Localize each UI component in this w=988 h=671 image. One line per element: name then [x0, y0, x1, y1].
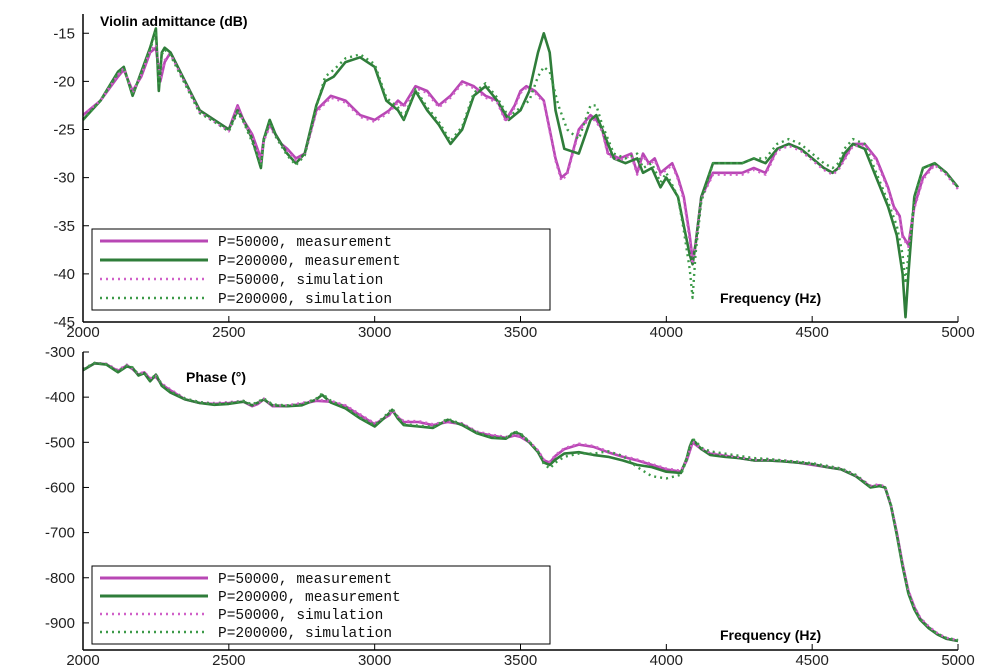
- admittance-ytick-label: -45: [53, 314, 75, 331]
- phase-xlabel: Frequency (Hz): [720, 627, 821, 643]
- admittance-xtick-label: 3000: [358, 324, 391, 341]
- phase-series-4: [82, 361, 959, 642]
- phase-ytick-label: -800: [45, 570, 75, 587]
- admittance-ytick-label: -30: [53, 170, 75, 187]
- admittance-y-ticks: -15 -20 -25 -30 -35 -40 -45: [53, 25, 89, 331]
- legend-label-s50000: P=50000, simulation: [218, 608, 383, 624]
- admittance-xtick-label: 2000: [66, 324, 99, 341]
- phase-series-layer: [82, 361, 959, 643]
- phase-legend: P=50000, measurement P=200000, measureme…: [91, 565, 551, 645]
- phase-ytick-label: -400: [45, 389, 75, 406]
- phase-y-ticks: -300 -400 -500 -600 -700 -800 -900: [45, 344, 89, 632]
- legend-label-m50000: P=50000, measurement: [218, 235, 392, 251]
- phase-panel: -300 -400 -500 -600 -700 -800 -900 2000 2500 300…: [45, 344, 975, 669]
- admittance-xlabel: Frequency (Hz): [720, 290, 821, 306]
- admittance-ytick-label: -20: [53, 73, 75, 90]
- admittance-xtick-label: 3500: [504, 324, 537, 341]
- legend-label-s200000: P=200000, simulation: [218, 292, 392, 308]
- phase-xtick-label: 3500: [504, 652, 537, 669]
- phase-x-ticks: 2000 2500 3000 3500 4000 4500 5000: [66, 644, 975, 669]
- legend-label-s50000: P=50000, simulation: [218, 273, 383, 289]
- phase-title: Phase (°): [186, 369, 246, 385]
- admittance-xtick-label: 4000: [650, 324, 683, 341]
- phase-xtick-label: 4500: [795, 652, 828, 669]
- phase-ytick-label: -700: [45, 525, 75, 542]
- admittance-xtick-label: 4500: [795, 324, 828, 341]
- admittance-series-layer: [82, 27, 960, 319]
- admittance-legend: P=50000, measurement P=200000, measureme…: [91, 228, 551, 311]
- admittance-series-1: [82, 46, 960, 261]
- admittance-x-ticks: 2000 2500 3000 3500 4000 4500 5000: [66, 316, 975, 341]
- phase-xtick-label: 5000: [941, 652, 974, 669]
- phase-xtick-label: 2000: [66, 652, 99, 669]
- admittance-ytick-label: -15: [53, 25, 75, 42]
- phase-xtick-label: 4000: [650, 652, 683, 669]
- admittance-panel: -15 -20 -25 -30 -35 -40 -45 2000 2500 3000 3500 40…: [53, 13, 974, 341]
- admittance-title: Violin admittance (dB): [100, 13, 248, 29]
- legend-label-m200000: P=200000, measurement: [218, 590, 401, 606]
- phase-ytick-label: -900: [45, 615, 75, 632]
- admittance-xtick-label: 5000: [941, 324, 974, 341]
- admittance-ytick-label: -40: [53, 266, 75, 283]
- phase-xtick-label: 3000: [358, 652, 391, 669]
- legend-label-s200000: P=200000, simulation: [218, 626, 392, 642]
- admittance-series-3: [82, 43, 959, 266]
- admittance-xtick-label: 2500: [212, 324, 245, 341]
- phase-ytick-label: -300: [45, 344, 75, 361]
- admittance-ytick-label: -25: [53, 122, 75, 139]
- admittance-series-4: [82, 30, 959, 300]
- phase-ytick-label: -500: [45, 434, 75, 451]
- admittance-ytick-label: -35: [53, 218, 75, 235]
- legend-label-m200000: P=200000, measurement: [218, 254, 401, 270]
- admittance-series-2: [82, 27, 960, 319]
- phase-ytick-label: -600: [45, 479, 75, 496]
- phase-xtick-label: 2500: [212, 652, 245, 669]
- legend-label-m50000: P=50000, measurement: [218, 572, 392, 588]
